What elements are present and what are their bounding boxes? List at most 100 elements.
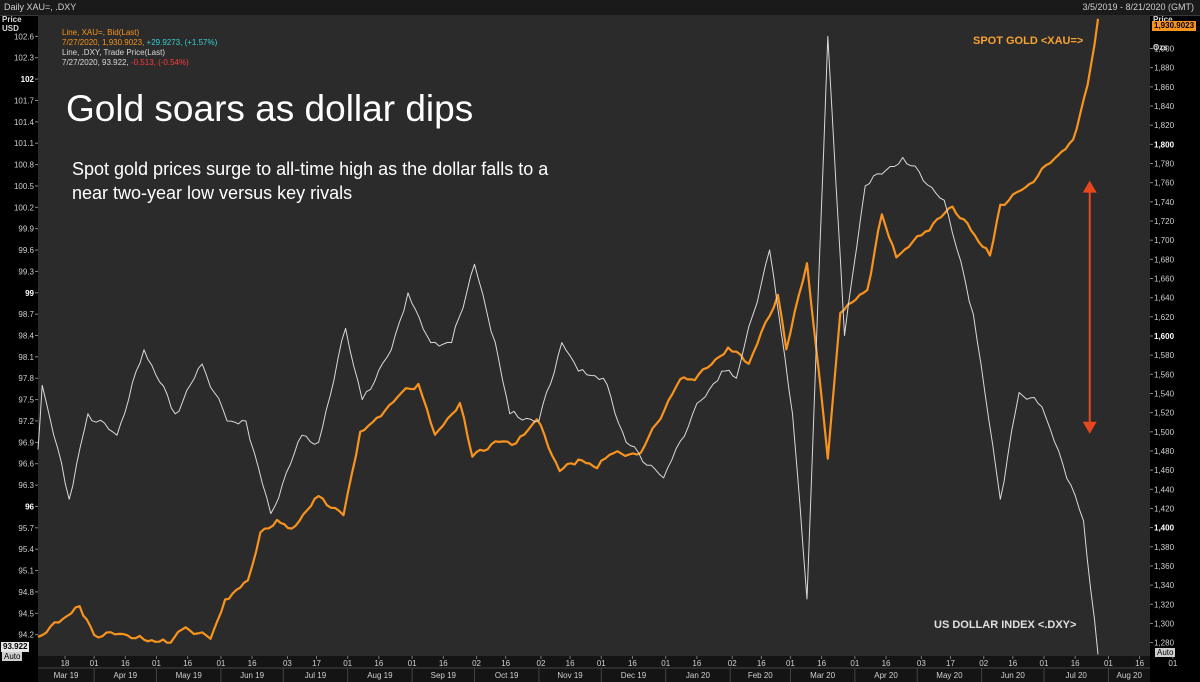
right-axis-tick-label: 1,800 — [1154, 140, 1175, 149]
right-axis-price-label: Price — [1153, 15, 1173, 24]
x-axis-day-label: 16 — [1071, 659, 1080, 668]
left-axis-tick-label: 94.8 — [18, 588, 34, 597]
left-auto-scale-button[interactable]: Auto — [2, 652, 23, 661]
left-axis-tick-label: 96.9 — [18, 438, 34, 447]
x-axis-month-label: Apr 20 — [874, 671, 898, 680]
x-axis-day-label: 01 — [597, 659, 606, 668]
arrow-head-up — [1082, 180, 1097, 193]
x-axis-month-label: Mar 19 — [54, 671, 79, 680]
x-axis-day-label: 16 — [757, 659, 766, 668]
x-axis-day-label: 01 — [90, 659, 99, 668]
left-axis-tick-label: 99.3 — [18, 267, 34, 276]
left-axis-tick-label: 98.1 — [18, 353, 34, 362]
x-axis-month-label: Oct 19 — [495, 671, 519, 680]
left-axis-tick-label: 94.2 — [18, 631, 34, 640]
x-axis-day-label: 01 — [661, 659, 670, 668]
left-axis-tick-label: 96 — [25, 502, 34, 511]
right-axis-tick-label: 1,580 — [1154, 351, 1175, 360]
right-axis-tick-label: 1,400 — [1154, 524, 1175, 533]
right-axis-tick-label: 1,480 — [1154, 447, 1175, 456]
x-axis-day-label: 02 — [979, 659, 988, 668]
x-axis-day-label: 18 — [61, 659, 70, 668]
right-axis-tick-label: 1,500 — [1154, 428, 1175, 437]
window-title: Daily XAU=, .DXY — [4, 2, 77, 12]
x-axis-day-label: 03 — [917, 659, 926, 668]
dxy-series-label: US DOLLAR INDEX <.DXY> — [934, 619, 1077, 631]
x-axis-day-label: 16 — [248, 659, 257, 668]
x-axis-day-label: 16 — [882, 659, 891, 668]
x-axis-day-label: 17 — [946, 659, 955, 668]
right-axis-tick-label: 1,680 — [1154, 255, 1175, 264]
x-axis-band — [38, 656, 1150, 682]
right-axis-tick-label: 1,560 — [1154, 370, 1175, 379]
gold-series-line — [37, 18, 1100, 644]
right-axis-tick-label: 1,320 — [1154, 600, 1175, 609]
left-axis-tick-label: 101.1 — [14, 139, 35, 148]
right-axis-tick-label: 1,620 — [1154, 313, 1175, 322]
right-axis-tick-label: 1,460 — [1154, 466, 1175, 475]
x-axis-day-label: 16 — [183, 659, 192, 668]
right-axis-tick-label: 1,760 — [1154, 179, 1175, 188]
x-axis-month-label: Apr 19 — [114, 671, 138, 680]
right-axis-tick-label: 1,700 — [1154, 236, 1175, 245]
legend-gold-line: Line, XAU=, Bid(Last) — [62, 28, 140, 37]
x-axis-month-label: May 20 — [936, 671, 963, 680]
legend-dxy-value: 7/27/2020, 93.922, -0.513, (-0.54%) — [62, 58, 217, 68]
left-axis-tick-label: 100.2 — [14, 203, 35, 212]
x-axis-day-label: 16 — [439, 659, 448, 668]
right-axis-tick-label: 1,540 — [1154, 389, 1175, 398]
dxy-series-line — [37, 35, 1099, 655]
left-axis-tick-label: 100.5 — [14, 182, 35, 191]
left-axis-tick-label: 95.1 — [18, 567, 34, 576]
legend-gold-change: +29.9273, (+1.57%) — [146, 38, 218, 47]
x-axis-day-label: 16 — [1135, 659, 1144, 668]
x-axis-day-label: 01 — [1040, 659, 1049, 668]
x-axis-day-label: 01 — [1104, 659, 1113, 668]
chart-title: Gold soars as dollar dips — [66, 88, 474, 129]
left-axis-tick-label: 102 — [21, 75, 35, 84]
x-axis-day-label: 16 — [374, 659, 383, 668]
gold-series-label: SPOT GOLD <XAU=> — [973, 35, 1084, 47]
right-axis-tick-label: 1,840 — [1154, 102, 1175, 111]
x-axis-month-label: Jun 19 — [240, 671, 265, 680]
left-axis-tick-label: 100.8 — [14, 161, 35, 170]
left-axis-tick-label: 99.6 — [18, 246, 34, 255]
x-axis-day-label: 01 — [786, 659, 795, 668]
x-axis-day-label: 16 — [501, 659, 510, 668]
legend: Line, XAU=, Bid(Last) 7/27/2020, 1,930.9… — [62, 28, 217, 68]
left-axis-tick-label: 99.9 — [18, 225, 34, 234]
x-axis-day-label: 01 — [152, 659, 161, 668]
x-axis-day-label: 16 — [121, 659, 130, 668]
legend-dxy-date-value: 7/27/2020, 93.922, — [62, 58, 129, 67]
left-axis-tick-label: 102.3 — [14, 54, 35, 63]
left-axis-tick-label: 96.6 — [18, 460, 34, 469]
right-axis-tick-label: 1,720 — [1154, 217, 1175, 226]
x-axis-day-label: 03 — [283, 659, 292, 668]
x-axis-day-label: 02 — [537, 659, 546, 668]
x-axis-day-label: 01 — [408, 659, 417, 668]
left-axis-tick-label: 95.7 — [18, 524, 34, 533]
right-axis-tick-label: 1,600 — [1154, 332, 1175, 341]
x-axis-month-label: Jul 19 — [305, 671, 327, 680]
right-axis-tick-label: 1,820 — [1154, 121, 1175, 130]
right-axis-tick-label: 1,380 — [1154, 543, 1175, 552]
right-axis-tick-label: 1,740 — [1154, 198, 1175, 207]
x-axis-day-label: 16 — [1008, 659, 1017, 668]
left-axis-tick-label: 95.4 — [18, 545, 34, 554]
right-auto-scale-button[interactable]: Auto — [1155, 648, 1176, 657]
right-axis-tick-label: 1,420 — [1154, 504, 1175, 513]
left-axis-tick-label: 96.3 — [18, 481, 34, 490]
chart-subtitle: Spot gold prices surge to all-time high … — [72, 159, 549, 203]
right-axis-tick-label: 1,300 — [1154, 619, 1175, 628]
x-axis-day-label: 01 — [1168, 659, 1177, 668]
left-axis-price-label: Price — [2, 15, 22, 24]
x-axis-month-label: Feb 20 — [748, 671, 773, 680]
x-axis-month-label: Jul 20 — [1066, 671, 1088, 680]
right-axis-tick-label: 1,780 — [1154, 160, 1175, 169]
x-axis-day-label: 01 — [216, 659, 225, 668]
right-axis-tick-label: 1,340 — [1154, 581, 1175, 590]
right-axis-tick-label: 1,900 — [1154, 45, 1175, 54]
x-axis-month-label: Dec 19 — [621, 671, 647, 680]
x-axis-month-label: Aug 20 — [1117, 671, 1143, 680]
